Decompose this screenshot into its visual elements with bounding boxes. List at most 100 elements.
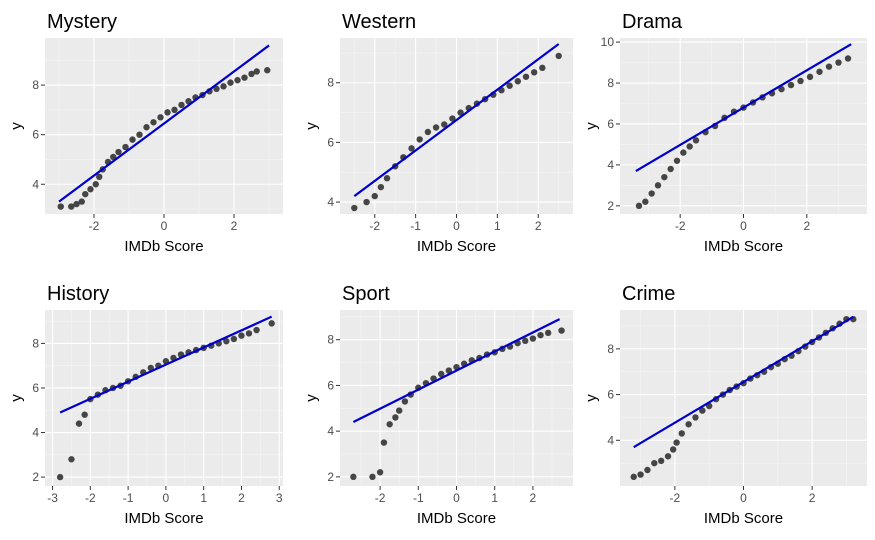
qq-point [227, 79, 234, 86]
x-axis-label: IMDb Score [124, 510, 203, 527]
qq-point [268, 320, 275, 327]
x-tick-label: 0 [161, 219, 168, 233]
x-tick-label: 2 [530, 491, 537, 505]
qq-point [844, 55, 852, 62]
qq-point [129, 136, 136, 143]
x-tick-label: 1 [494, 219, 501, 233]
qq-point [264, 67, 271, 74]
y-tick-label: 6 [607, 117, 614, 131]
x-tick-label: -1 [123, 491, 134, 505]
qq-point [692, 137, 700, 144]
qq-point [539, 64, 546, 72]
x-tick-label: 0 [740, 219, 747, 233]
qq-point [806, 73, 814, 81]
qq-point [164, 109, 171, 116]
x-tick-label: -2 [369, 219, 380, 233]
x-axis-label: IMDb Score [124, 238, 203, 255]
x-tick-label: -2 [670, 491, 681, 505]
y-tick-label: 4 [607, 433, 614, 447]
y-tick-label: 10 [601, 35, 615, 49]
qq-point [110, 153, 117, 161]
qq-point [644, 466, 651, 474]
facet-panel-0: -2 0 2 4 6 8 Mystery IMDb Score y [8, 11, 283, 255]
qq-point [241, 74, 248, 81]
panel-title: History [47, 283, 109, 305]
qq-point [81, 411, 88, 418]
reference-line [58, 44, 270, 203]
qq-point [57, 203, 64, 210]
qq-point [401, 398, 409, 405]
reference-line [633, 315, 854, 449]
y-tick-label: 4 [327, 195, 334, 209]
facet-panel-4: -2 -1 0 1 2 2 4 6 8 Sport IMDb Score y [303, 283, 573, 527]
qq-point [630, 473, 637, 481]
y-axis-label: y [303, 122, 320, 130]
qq-point [669, 446, 677, 453]
x-axis-label: IMDb Score [417, 238, 496, 255]
qq-point [544, 329, 552, 337]
qq-point [220, 83, 227, 90]
x-tick-label: 2 [238, 491, 245, 505]
qq-point [558, 327, 565, 334]
qq-point [816, 68, 823, 75]
x-axis-label: IMDb Score [417, 510, 496, 527]
qq-point [363, 198, 370, 206]
qq-point [457, 109, 464, 116]
qq-point [555, 52, 562, 60]
qq-point [635, 202, 643, 210]
qq-point [178, 101, 185, 109]
qq-point [530, 69, 538, 76]
x-tick-label: 2 [535, 219, 542, 233]
qq-point [383, 175, 391, 182]
qq-point [787, 81, 795, 89]
qq-point [248, 70, 255, 78]
qq-point [686, 143, 693, 150]
qq-point [380, 439, 388, 446]
qq-point [56, 473, 64, 481]
qq-point [797, 77, 804, 85]
x-tick-label: 3 [276, 491, 283, 505]
y-tick-label: 2 [32, 470, 39, 484]
y-tick-label: 8 [607, 342, 614, 356]
qq-point [157, 114, 164, 121]
facet-panel-3: -3 -2 -1 0 1 2 3 2 4 6 8 History IMDb Score y [8, 283, 283, 527]
x-tick-label: 0 [453, 219, 460, 233]
qq-point [506, 82, 513, 89]
x-tick-label: -2 [89, 219, 100, 233]
qq-point [68, 203, 75, 210]
y-tick-label: 8 [32, 336, 39, 350]
qq-point [835, 59, 842, 66]
panel-title: Western [342, 11, 416, 33]
qq-point [680, 149, 687, 156]
qq-point [685, 421, 692, 428]
qq-point [396, 407, 403, 414]
panel-title: Mystery [47, 11, 117, 33]
qq-point [673, 157, 681, 164]
qq-point [78, 198, 85, 205]
qq-point [661, 173, 668, 181]
x-tick-label: 2 [809, 491, 816, 505]
qq-point [351, 204, 358, 212]
qq-point [825, 63, 833, 70]
qq-point [150, 119, 157, 126]
qq-point [371, 192, 378, 200]
qq-point [692, 414, 699, 421]
qq-point [438, 370, 445, 378]
reference-line [353, 43, 560, 197]
qq-point [445, 367, 453, 374]
y-tick-label: 8 [32, 78, 39, 92]
qq-point [253, 326, 260, 334]
qq-point [416, 136, 423, 143]
qq-point [449, 115, 456, 122]
y-tick-label: 8 [607, 76, 614, 90]
qq-point [678, 430, 685, 437]
qq-point [651, 459, 658, 467]
qq-point [171, 106, 178, 114]
qq-point [637, 471, 644, 478]
qq-point [122, 143, 129, 151]
qq-point [441, 121, 448, 128]
facet-panel-1: -2 -1 0 1 2 4 6 8 Western IMDb Score y [303, 11, 573, 255]
y-tick-label: 4 [32, 177, 39, 191]
x-tick-label: 0 [740, 491, 747, 505]
